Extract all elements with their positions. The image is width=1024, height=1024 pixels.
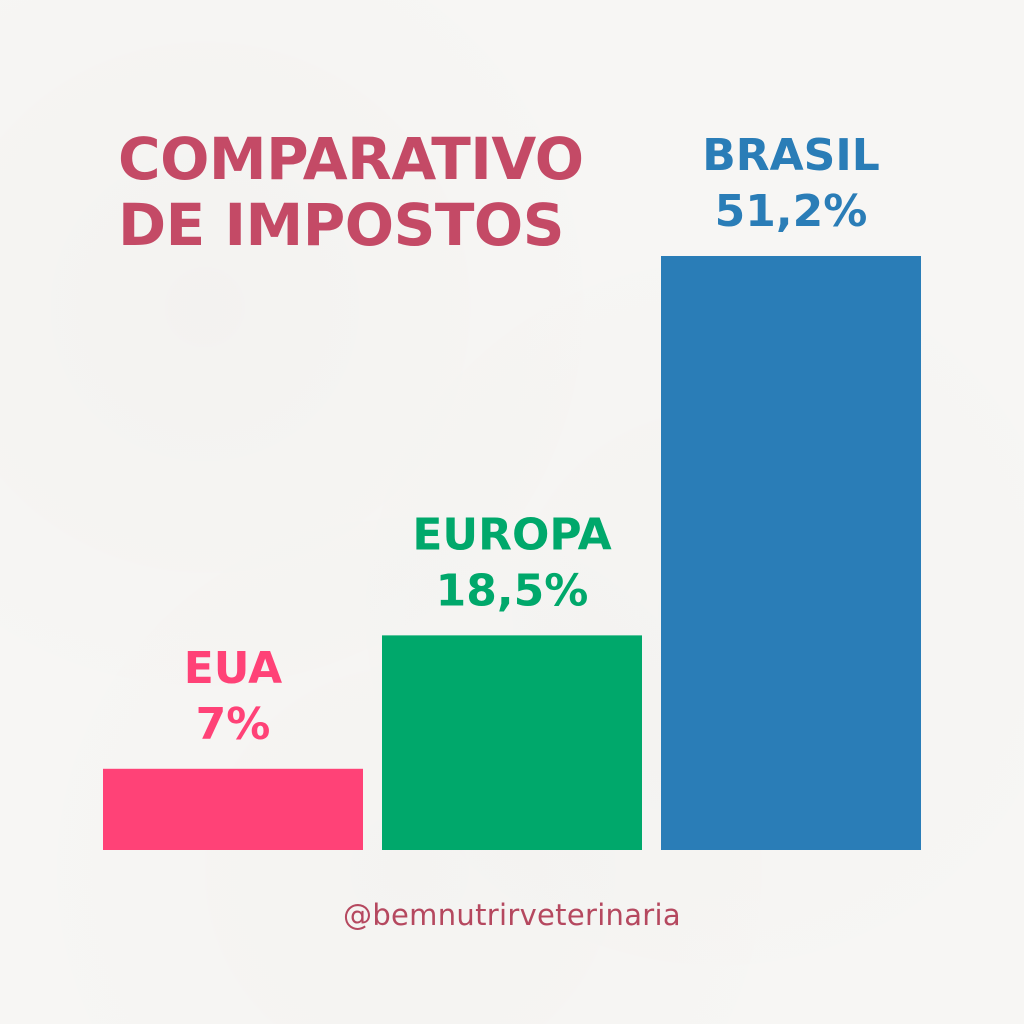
- value-label-eua: 7%: [196, 699, 271, 750]
- category-label-eua: EUA: [184, 643, 282, 694]
- chart-title: COMPARATIVO DE IMPOSTOS: [118, 126, 584, 258]
- category-label-brasil: BRASIL: [702, 130, 880, 181]
- bar-brasil: [661, 256, 921, 850]
- value-label-europa: 18,5%: [436, 565, 589, 616]
- bar-europa: [382, 635, 642, 850]
- title-line-2: DE IMPOSTOS: [118, 191, 564, 259]
- title-line-1: COMPARATIVO: [118, 125, 584, 193]
- category-label-europa: EUROPA: [412, 509, 611, 560]
- value-label-brasil: 51,2%: [715, 186, 868, 237]
- social-handle: @bemnutrirveterinaria: [343, 898, 681, 932]
- bar-eua: [103, 768, 363, 850]
